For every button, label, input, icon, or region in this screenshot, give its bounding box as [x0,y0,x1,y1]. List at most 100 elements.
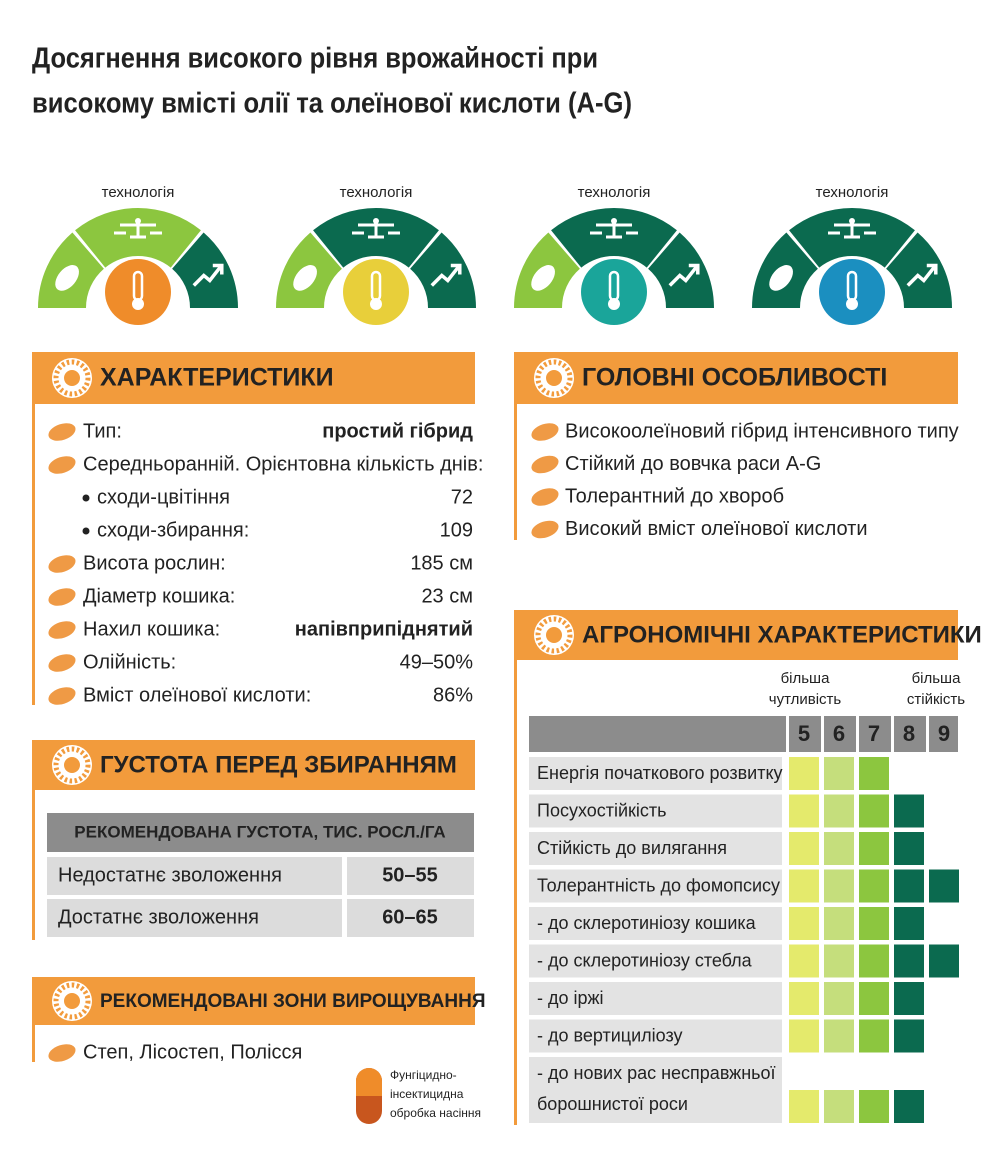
scales-icon [849,218,855,224]
rating-cell [824,757,854,790]
growth-icon [192,263,224,287]
row-label-box [529,832,782,865]
rating-cell [894,1090,924,1123]
rating-cell [894,907,924,940]
thermometer-icon [370,298,382,310]
feature-item: Толерантний до хвороб [565,485,784,507]
table-label: Недостатнє зволоження [58,864,282,886]
scales-icon [828,221,876,239]
capsule-icon [356,1068,382,1096]
rating-cell [824,794,854,828]
section-title: ГУСТОТА ПЕРЕД ЗБИРАННЯМ [100,751,457,778]
row-label-box [529,944,782,978]
rating-cell [789,794,819,828]
leaf-icon [293,265,317,291]
feature-item: Стійкий до вовчка раси A-G [565,453,821,475]
gauge-segment [648,232,714,308]
gauge-center [105,259,171,325]
item-label: Олійність: [83,651,176,673]
bullet-leaf [48,423,76,441]
rating-cell [859,794,889,828]
gauge-label: технологія [816,184,889,201]
gauge-label: технологія [102,184,175,201]
sunflower-icon [64,370,80,386]
section-header [514,352,958,404]
bullet-leaf [48,687,76,705]
rating-cell [929,944,959,978]
rating-cell [894,832,924,865]
subitem-value: 109 [440,519,473,541]
title-line: високому вмісті олії та олеїнової кислот… [32,88,632,120]
rating-cell [894,869,924,903]
title-line: Досягнення високого рівня врожайності пр… [32,43,598,75]
rating-cell [929,869,959,903]
item-label: Вміст олеїнової кислоти: [83,684,311,706]
scale-cell [856,716,859,752]
sunflower-icon [546,627,562,643]
row-label: Посухостійкість [537,800,667,820]
table-cell [347,899,474,937]
seed-treatment-text: обробка насіння [390,1106,481,1120]
section-title: РЕКОМЕНДОВАНІ ЗОНИ ВИРОЩУВАННЯ [100,991,485,1012]
rating-cell [894,1019,924,1053]
bullet-leaf [48,621,76,639]
rating-cell [859,1019,889,1053]
gauge-segment [410,232,476,308]
sunflower-icon [546,370,562,386]
section-header [32,352,475,404]
bullet-leaf [48,1044,76,1062]
rating-cell [789,944,819,978]
gauge-center [581,259,647,325]
gauge-segment [172,232,238,308]
table-header-text: РЕКОМЕНДОВАНА ГУСТОТА, ТИС. РОСЛ./ГА [74,822,445,841]
scale-number: 6 [833,721,845,746]
sunflower-icon [535,359,573,397]
subitem-value: 72 [451,486,473,508]
scale-cell [786,716,789,752]
gauge-center [819,259,885,325]
scale-number: 5 [798,721,810,746]
rating-cell [824,944,854,978]
scales-icon [611,218,617,224]
seed-treatment-text: Фунгіцидно- [390,1068,457,1082]
item-value: 49–50% [400,651,474,673]
scales-icon [590,221,638,239]
section-header [32,740,475,790]
item-label: Середньоранній. Орієнтовна кількість дні… [83,453,483,475]
item-value: 86% [433,684,473,706]
scales-icon [114,221,162,239]
leaf-icon [769,265,793,291]
scale-cell [891,716,894,752]
sunflower-icon [535,616,573,654]
scales-icon [135,218,141,224]
seed-treatment-text: інсектицидна [390,1087,464,1101]
rating-cell [824,1090,854,1123]
bullet-leaf [531,520,559,539]
row-label-box [529,869,782,903]
rating-cell [894,944,924,978]
rating-cell [824,1019,854,1053]
gauge-segment [886,232,952,308]
row-label-box [529,757,782,790]
table-cell [47,857,342,895]
item-value: 185 см [410,552,473,574]
row-label: борошнистої роси [537,1094,688,1114]
table-value: 50–55 [382,864,438,886]
table-cell [347,857,474,895]
gauge-center [343,259,409,325]
subitem-label: сходи-цвітіння [97,486,230,508]
table-cell [47,899,342,937]
rating-cell [824,907,854,940]
scale-number: 9 [938,721,950,746]
rating-cell [789,1019,819,1053]
section-title: ГОЛОВНІ ОСОБЛИВОСТІ [582,364,887,392]
section-title: АГРОНОМІЧНІ ХАРАКТЕРИСТИКИ [582,621,982,648]
row-label: Толерантність до фомопсису [537,875,780,895]
rating-cell [859,1090,889,1123]
section-title: ХАРАКТЕРИСТИКИ [100,364,334,392]
item-label: Нахил кошика: [83,618,220,640]
item-value: 23 см [421,585,473,607]
row-label: - до нових рас несправжньої [537,1063,776,1083]
scale-cell [926,716,929,752]
sunflower-icon [64,993,80,1009]
